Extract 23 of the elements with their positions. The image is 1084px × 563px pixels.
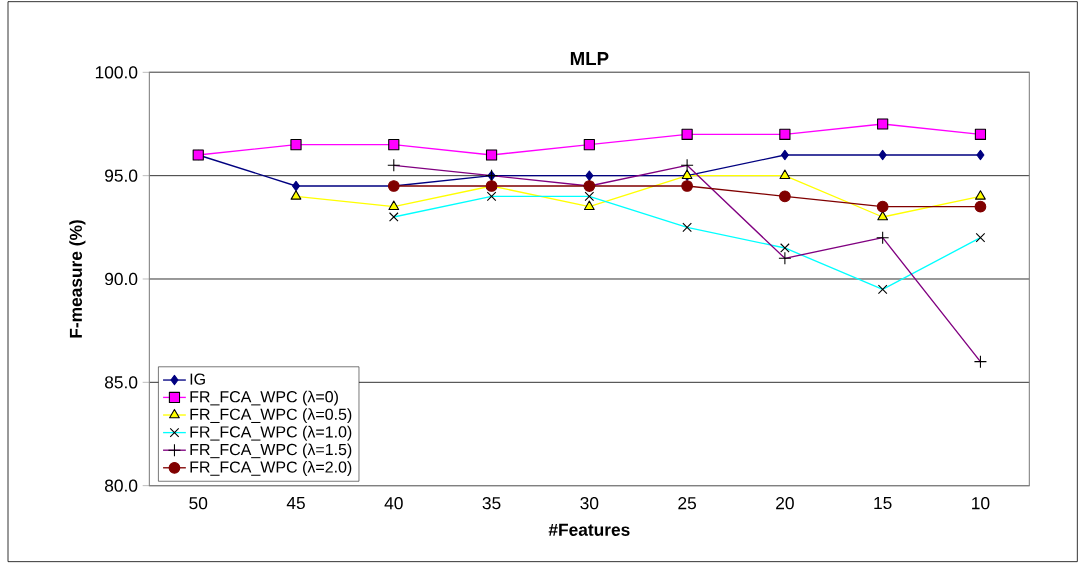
x-tick-label: 30 (580, 497, 599, 510)
x-axis-title: #Features (548, 523, 630, 536)
x-tick-label: 20 (776, 497, 794, 510)
y-tick-label: 90.0 (105, 272, 138, 286)
x-tick-label: 15 (874, 497, 892, 510)
legend-label: FR_FCA_WPC (λ=0) (190, 390, 338, 406)
x-tick-label: 10 (972, 497, 990, 510)
x-tick-label: 25 (678, 497, 697, 510)
legend-label: FR_FCA_WPC (λ=2.0) (190, 461, 352, 476)
x-tick-label: 35 (482, 497, 501, 510)
x-tick-label: 50 (189, 497, 208, 510)
y-tick-label: 95.0 (105, 169, 138, 182)
y-tick-label: 80.0 (104, 479, 138, 492)
legend-label: FR_FCA_WPC (λ=1.5) (190, 443, 352, 459)
x-tick-label: 40 (384, 497, 403, 510)
legend-label: FR_FCA_WPC (λ=1.0) (190, 425, 352, 441)
legend-label: FR_FCA_WPC (λ=0.5) (190, 408, 352, 424)
y-axis-title: F-measure (%) (69, 220, 86, 338)
y-tick-label: 85.0 (104, 376, 138, 389)
x-tick-label: 45 (286, 497, 305, 510)
legend-label: IG (190, 373, 205, 385)
y-tick-label: 100.0 (95, 66, 138, 79)
chart-title: MLP (570, 52, 609, 65)
